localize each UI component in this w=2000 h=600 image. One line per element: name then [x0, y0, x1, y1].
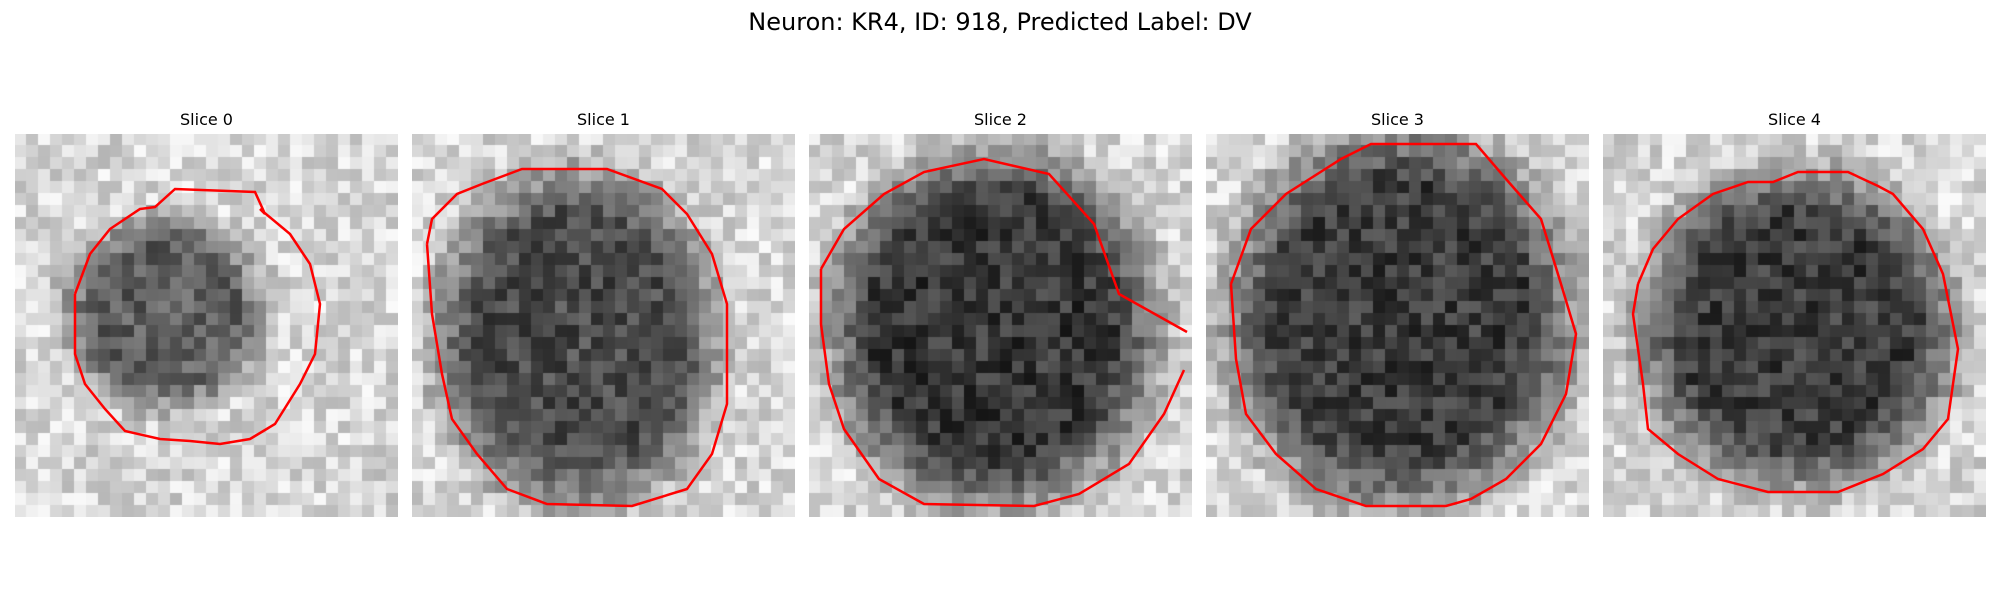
slice-title-2: Slice 2: [974, 110, 1027, 129]
slice-panel-3: Slice 3: [1206, 106, 1589, 517]
slice-image-4: [1603, 134, 1986, 517]
contour-line-4: [1631, 170, 1960, 494]
contour-line-3: [1229, 142, 1578, 508]
slice-image-0: [15, 134, 398, 517]
neuron-contour-4: [1631, 170, 1960, 494]
neuron-contour-3: [1229, 142, 1578, 508]
neuron-contour-0: [73, 187, 322, 446]
contour-line-0: [73, 187, 322, 446]
slice-title-3: Slice 3: [1371, 110, 1424, 129]
contour-line-2: [819, 157, 1188, 334]
slice-title-1: Slice 1: [577, 110, 630, 129]
figure-title: Neuron: KR4, ID: 918, Predicted Label: D…: [748, 8, 1252, 36]
slice-panel-2: Slice 2: [809, 106, 1192, 517]
slice-title-0: Slice 0: [180, 110, 233, 129]
contour-line-1: [425, 167, 729, 508]
slice-panel-1: Slice 1: [412, 106, 795, 517]
slice-title-4: Slice 4: [1768, 110, 1821, 129]
contour-line-2b: [819, 269, 1186, 508]
slice-panel-4: Slice 4: [1603, 106, 1986, 517]
neuron-contour-1: [425, 167, 729, 508]
neuron-contour-2: [819, 157, 1188, 508]
slice-image-2: [809, 134, 1192, 517]
slice-panel-0: Slice 0: [15, 106, 398, 517]
slice-image-3: [1206, 134, 1589, 517]
